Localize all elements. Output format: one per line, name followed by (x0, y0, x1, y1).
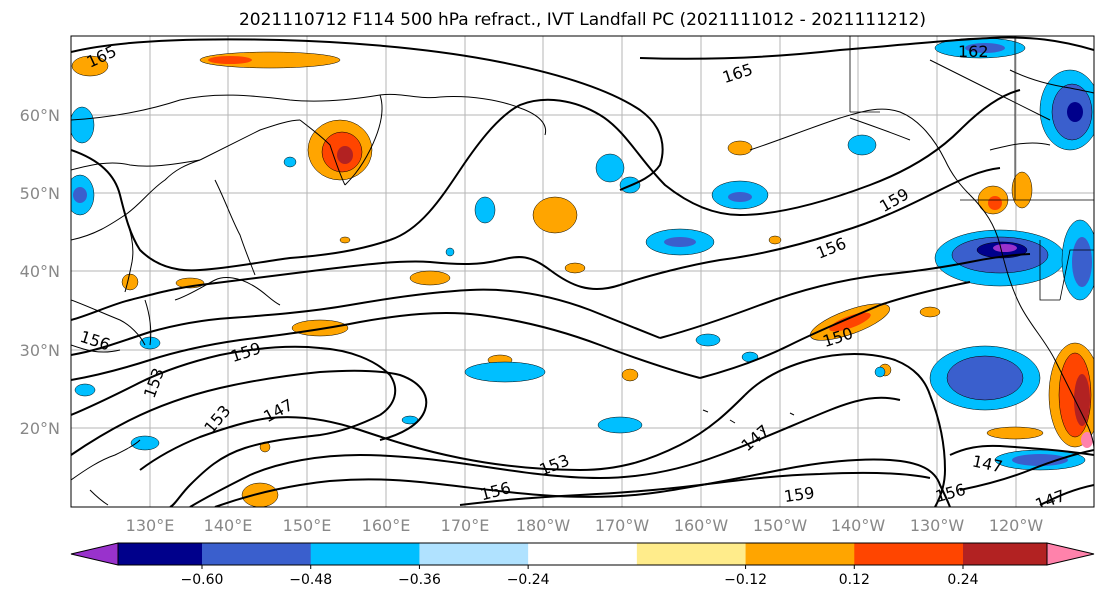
colorbar-segment (419, 543, 529, 565)
lon-label: 150°E (283, 516, 332, 535)
colorbar-segment (202, 543, 312, 565)
colorbar-segment (745, 543, 855, 565)
contour-label: 162 (958, 42, 989, 61)
longitude-labels: 130°E 140°E 150°E 160°E 170°E 180°W 170°… (126, 516, 1044, 535)
height-contours (71, 36, 1094, 507)
colorbar-segment (636, 543, 747, 565)
lat-label: 60°N (20, 106, 60, 125)
map-title: 2021110712 F114 500 hPa refract., IVT La… (238, 10, 926, 30)
colorbar-tick-label: −0.36 (398, 572, 441, 588)
colorbar: −0.60 −0.48 −0.36 −0.24 −0.12 0.12 0.24 (70, 542, 1095, 588)
lon-label: 150°W (753, 516, 808, 535)
lat-label: 50°N (20, 184, 60, 203)
colorbar-tick-label: −0.12 (724, 572, 767, 588)
lon-label: 120°W (989, 516, 1044, 535)
lon-label: 160°E (362, 516, 411, 535)
shading-patches (71, 37, 1094, 507)
colorbar-tick-label: 0.12 (839, 572, 870, 588)
lat-label: 40°N (20, 262, 60, 281)
lon-label: 160°W (674, 516, 729, 535)
colorbar-segment (963, 543, 1048, 565)
colorbar-tick-label: −0.60 (181, 572, 224, 588)
colorbar-tick-label: −0.48 (289, 572, 332, 588)
lon-label: 130°E (126, 516, 175, 535)
lon-label: 130°W (910, 516, 965, 535)
gridlines (71, 36, 1094, 507)
lon-label: 180°W (516, 516, 571, 535)
latitude-labels: 60°N 50°N 40°N 30°N 20°N (20, 106, 60, 438)
colorbar-segment (118, 543, 203, 565)
colorbar-segment (310, 543, 420, 565)
colorbar-outline (117, 542, 1048, 566)
lon-label: 170°E (441, 516, 490, 535)
contour-label: 159 (783, 483, 816, 506)
colorbar-extend-min (70, 542, 119, 566)
colorbar-extend-max (1046, 542, 1095, 566)
lat-label: 30°N (20, 341, 60, 360)
coastlines (71, 59, 1094, 506)
colorbar-tick-label: −0.24 (507, 572, 550, 588)
lon-label: 140°E (204, 516, 253, 535)
colorbar-segment (528, 543, 638, 565)
lon-label: 140°W (831, 516, 886, 535)
colorbar-tick-label: 0.24 (947, 572, 978, 588)
lon-label: 170°W (595, 516, 650, 535)
colorbar-segment (854, 543, 964, 565)
lat-label: 20°N (20, 419, 60, 438)
map-frame (70, 35, 1095, 508)
